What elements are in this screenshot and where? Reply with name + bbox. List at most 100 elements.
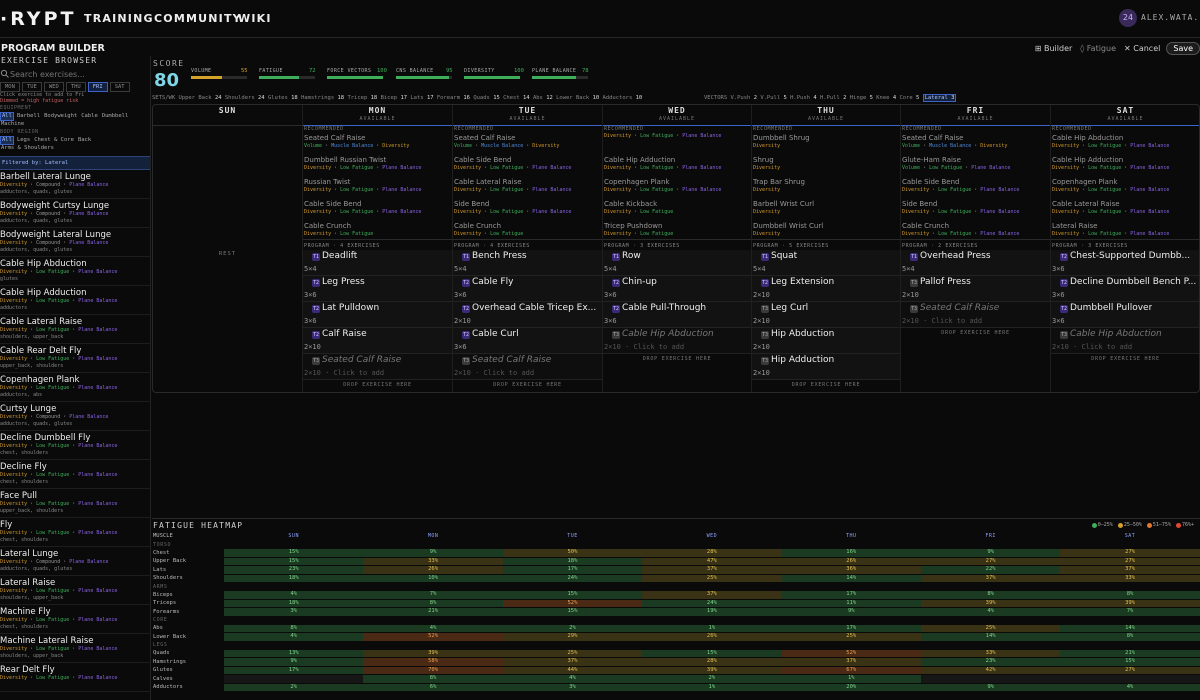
vector-item[interactable]: Lateral 3 — [922, 94, 957, 102]
program-exercise[interactable]: T3 Hip Adduction 2×10 — [752, 354, 900, 380]
program-exercise[interactable]: T1 Bench Press 5×4 — [453, 250, 602, 276]
exercise-item[interactable]: Bodyweight Curtsy Lunge Diversity · Compo… — [0, 199, 150, 228]
program-exercise[interactable]: T3 Seated Calf Raise 2×10 · Click to add — [453, 354, 602, 380]
program-exercise[interactable]: T3 Leg Curl 2×10 — [752, 302, 900, 328]
program-exercise[interactable]: T3 Cable Hip Abduction 2×10 · Click to add — [603, 328, 751, 354]
program-exercise[interactable]: T1 Deadlift 5×4 — [303, 250, 452, 276]
recommended-item[interactable]: Cable Side Bend Diversity · Low Fatigue ·… — [453, 155, 602, 177]
body-chip[interactable]: Arms & Shoulders — [1, 144, 54, 151]
program-exercise[interactable]: T3 Seated Calf Raise 2×10 · Click to add — [901, 302, 1050, 328]
equipment-chip[interactable]: Machine — [1, 120, 25, 127]
exercise-item[interactable]: Cable Rear Delt Fly Diversity · Low Fatig… — [0, 344, 150, 373]
day-chip-tue[interactable]: TUE — [21, 82, 42, 92]
program-exercise[interactable]: T1 Row 5×4 — [603, 250, 751, 276]
exercise-item[interactable]: Bodyweight Lateral Lunge Diversity · Comp… — [0, 228, 150, 257]
exercise-item[interactable]: Rear Delt Fly Diversity · Low Fatigue · P… — [0, 663, 150, 692]
day-chip-fri[interactable]: FRI — [87, 82, 108, 92]
exercise-item[interactable]: Decline Fly Diversity · Low Fatigue · Pla… — [0, 460, 150, 489]
program-exercise[interactable]: T1 Overhead Press 5×4 — [901, 250, 1050, 276]
recommended-item[interactable]: Side Bend Diversity · Low Fatigue · Plane… — [901, 199, 1050, 221]
program-exercise[interactable]: T1 Squat 5×4 — [752, 250, 900, 276]
save-button[interactable]: Save — [1166, 42, 1200, 55]
search-box[interactable] — [0, 68, 150, 80]
app-logo[interactable]: ·RYPT — [0, 8, 77, 30]
exercise-item[interactable]: Copenhagen Plank Diversity · Low Fatigue … — [0, 373, 150, 402]
vector-item[interactable]: V.Pull 5 — [760, 95, 787, 101]
drop-zone[interactable]: DROP EXERCISE HERE — [941, 330, 1010, 336]
recommended-item[interactable]: Cable Crunch Diversity · Low Fatigue — [453, 221, 602, 239]
recommended-item[interactable]: Trap Bar Shrug Diversity — [752, 177, 900, 199]
exercise-item[interactable]: Cable Hip Adduction Diversity · Low Fatig… — [0, 286, 150, 315]
exercise-item[interactable]: Fly Diversity · Low Fatigue · Plane Balan… — [0, 518, 150, 547]
vector-item[interactable]: V.Push 2 — [731, 95, 758, 101]
program-exercise[interactable]: T2 Cable Fly 3×6 — [453, 276, 602, 302]
exercise-item[interactable]: Cable Lateral Raise Diversity · Low Fatig… — [0, 315, 150, 344]
program-exercise[interactable]: T2 Overhead Cable Tricep Ex... 2×10 — [453, 302, 602, 328]
nav-training[interactable]: TRAINING — [84, 12, 154, 25]
program-exercise[interactable]: T3 Hip Abduction 2×10 — [752, 328, 900, 354]
equipment-chip[interactable]: Dumbbell — [101, 112, 129, 119]
recommended-item[interactable]: Lateral Raise Diversity · Low Fatigue · P… — [1051, 221, 1199, 239]
exercise-item[interactable]: Decline Dumbbell Fly Diversity · Low Fati… — [0, 431, 150, 460]
body-chip[interactable]: Back — [77, 136, 92, 143]
recommended-item[interactable]: Cable Side Bend Diversity · Low Fatigue ·… — [901, 177, 1050, 199]
vector-item[interactable]: Hinge 5 — [850, 95, 873, 101]
avatar[interactable]: 24 — [1119, 9, 1137, 27]
recommended-item[interactable]: Cable Lateral Raise Diversity · Low Fatig… — [453, 177, 602, 199]
program-exercise[interactable]: T2 Chin-up 3×6 — [603, 276, 751, 302]
program-exercise[interactable]: T2 Leg Press 3×6 — [303, 276, 452, 302]
exercise-item[interactable]: Cable Hip Abduction Diversity · Low Fatig… — [0, 257, 150, 286]
recommended-item[interactable]: Cable Hip Abduction Diversity · Low Fatig… — [1051, 133, 1199, 155]
day-chip-thu[interactable]: THU — [65, 82, 86, 92]
exercise-item[interactable]: Machine Fly Diversity · Low Fatigue · Pla… — [0, 605, 150, 634]
program-exercise[interactable]: T2 Calf Raise 2×10 — [303, 328, 452, 354]
exercise-item[interactable]: Curtsy Lunge Diversity · Compound · Plane… — [0, 402, 150, 431]
builder-toggle[interactable]: ⊞ Builder — [1034, 44, 1073, 53]
day-chip-mon[interactable]: MON — [0, 82, 20, 92]
recommended-item[interactable]: Copenhagen Plank Diversity · Low Fatigue … — [603, 177, 751, 199]
program-exercise[interactable]: T2 Cable Curl 3×6 — [453, 328, 602, 354]
program-exercise[interactable]: T2 Lat Pulldown 3×6 — [303, 302, 452, 328]
program-exercise[interactable]: T2 Decline Dumbbell Bench P... 3×6 — [1051, 276, 1199, 302]
program-exercise[interactable]: T2 Dumbbell Pullover 3×6 — [1051, 302, 1199, 328]
recommended-item[interactable]: Russian Twist Diversity · Low Fatigue · P… — [303, 177, 452, 199]
vector-item[interactable]: Core 5 — [899, 95, 919, 101]
equipment-chip[interactable]: Cable — [81, 112, 98, 119]
exercise-item[interactable]: Machine Lateral Raise Diversity · Low Fat… — [0, 634, 150, 663]
day-chip-wed[interactable]: WED — [43, 82, 64, 92]
drop-zone[interactable]: DROP EXERCISE HERE — [1091, 356, 1160, 362]
equipment-chip[interactable]: Barbell — [16, 112, 41, 119]
exercise-item[interactable]: Lateral Raise Diversity · Low Fatigue · P… — [0, 576, 150, 605]
recommended-item[interactable]: Seated Calf Raise Volume · Muscle Balance… — [453, 133, 602, 155]
day-chip-sat[interactable]: SAT — [109, 82, 130, 92]
recommended-item[interactable]: Dumbbell Wrist Curl Diversity — [752, 221, 900, 239]
drop-zone[interactable]: DROP EXERCISE HERE — [642, 356, 712, 362]
fatigue-toggle[interactable]: ◊ Fatigue — [1080, 44, 1116, 53]
equipment-chip[interactable]: Bodyweight — [44, 112, 78, 119]
exercise-item[interactable]: Face Pull Diversity · Low Fatigue · Plane… — [0, 489, 150, 518]
vector-item[interactable]: Knee 4 — [876, 95, 896, 101]
recommended-item[interactable]: Seated Calf Raise Volume · Muscle Balance… — [901, 133, 1050, 155]
program-exercise[interactable]: T3 Seated Calf Raise 2×10 · Click to add — [303, 354, 452, 380]
nav-community[interactable]: COMMUNITY — [154, 12, 242, 25]
drop-zone[interactable]: DROP EXERCISE HERE — [791, 382, 861, 388]
exercise-item[interactable]: Barbell Lateral Lunge Diversity · Compoun… — [0, 170, 150, 199]
program-exercise[interactable]: T2 Cable Pull-Through 3×6 — [603, 302, 751, 328]
recommended-item[interactable]: Shrug Diversity — [752, 155, 900, 177]
program-exercise[interactable]: T2 Chest-Supported Dumbb... 3×6 — [1051, 250, 1199, 276]
active-filter[interactable]: Filtered by: Lateral — [0, 156, 150, 170]
recommended-item[interactable]: Copenhagen Plank Diversity · Low Fatigue … — [1051, 177, 1199, 199]
recommended-item[interactable]: Cable Kickback Diversity · Low Fatigue — [603, 199, 751, 221]
recommended-item[interactable]: Diversity · Low Fatigue · Plane Balance — [603, 133, 751, 155]
recommended-item[interactable]: Cable Hip Adduction Diversity · Low Fatig… — [603, 155, 751, 177]
username[interactable]: ALEX.WATA... — [1141, 13, 1200, 22]
recommended-item[interactable]: Barbell Wrist Curl Diversity — [752, 199, 900, 221]
body-chip[interactable]: Chest & Core — [34, 136, 74, 143]
recommended-item[interactable]: Dumbbell Shrug Diversity — [752, 133, 900, 155]
exercise-item[interactable]: Lateral Lunge Diversity · Compound · Plan… — [0, 547, 150, 576]
program-exercise[interactable]: T3 Pallof Press 2×10 — [901, 276, 1050, 302]
recommended-item[interactable]: Dumbbell Russian Twist Diversity · Low Fa… — [303, 155, 452, 177]
recommended-item[interactable]: Tricep Pushdown Diversity · Low Fatigue — [603, 221, 751, 239]
recommended-item[interactable]: Seated Calf Raise Volume · Muscle Balance… — [303, 133, 452, 155]
recommended-item[interactable]: Cable Side Bend Diversity · Low Fatigue ·… — [303, 199, 452, 221]
